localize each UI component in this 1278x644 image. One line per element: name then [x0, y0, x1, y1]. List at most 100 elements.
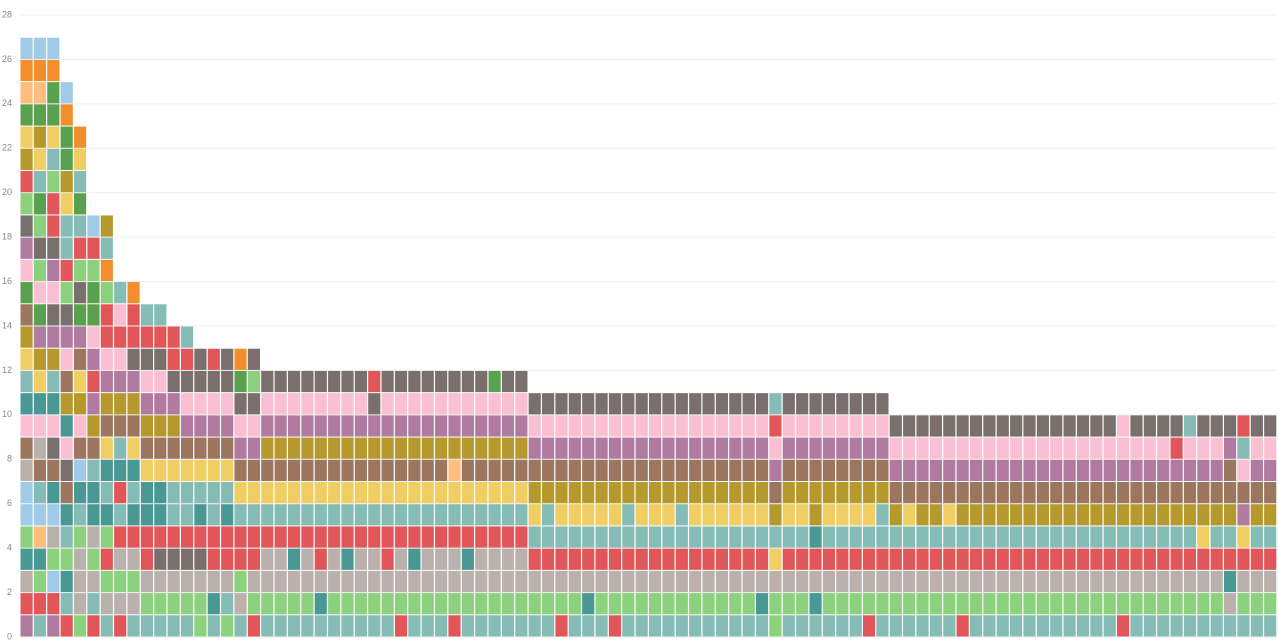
unit-cell [983, 593, 996, 615]
unit-cell [742, 482, 755, 504]
unit-cell [755, 393, 769, 415]
unit-cell [341, 548, 354, 570]
unit-cell [702, 437, 715, 459]
unit-cell [595, 437, 608, 459]
unit-cell [60, 326, 73, 348]
unit-cell [167, 326, 180, 348]
unit-cell [274, 615, 287, 637]
unit-cell [555, 393, 568, 415]
unit-cell [956, 593, 969, 615]
unit-cell [689, 482, 702, 504]
unit-cell [782, 459, 795, 481]
unit-cell [154, 348, 167, 370]
unit-cell [715, 593, 729, 615]
unit-cell [1010, 526, 1023, 548]
unit-cell [20, 237, 33, 259]
unit-cell [408, 370, 421, 393]
unit-cell [274, 482, 287, 504]
unit-cell [60, 459, 73, 481]
unit-cell [234, 526, 247, 548]
unit-cell [1036, 437, 1049, 459]
unit-cell [862, 415, 876, 437]
unit-cell [1183, 482, 1197, 504]
unit-cell [435, 437, 448, 459]
unit-cell [33, 570, 47, 593]
unit-cell [729, 526, 742, 548]
unit-cell [140, 615, 154, 637]
unit-cell [1117, 548, 1130, 570]
unit-cell [127, 304, 140, 326]
unit-cell [247, 548, 261, 570]
unit-cell [528, 393, 541, 415]
unit-cell [368, 548, 381, 570]
unit-cell [194, 504, 207, 526]
unit-cell [983, 482, 996, 504]
unit-cell [528, 482, 541, 504]
unit-cell [1010, 482, 1023, 504]
unit-cell [488, 393, 501, 415]
unit-cell [194, 370, 207, 393]
unit-cell [608, 437, 622, 459]
unit-cell [60, 126, 73, 148]
unit-cell [207, 570, 220, 593]
unit-cell [234, 415, 247, 437]
unit-cell [608, 570, 622, 593]
unit-cell [983, 437, 996, 459]
unit-cell [394, 459, 408, 481]
unit-cell [221, 415, 234, 437]
unit-cell [755, 504, 769, 526]
unit-cell [221, 393, 234, 415]
unit-cell [408, 504, 421, 526]
unit-cell [582, 504, 595, 526]
unit-cell [154, 593, 167, 615]
unit-cell [87, 259, 100, 282]
unit-cell [889, 504, 902, 526]
unit-cell [675, 415, 688, 437]
unit-cell [662, 415, 675, 437]
unit-cell [87, 393, 100, 415]
unit-cell [515, 593, 528, 615]
unit-cell [354, 415, 367, 437]
unit-cell [1157, 570, 1170, 593]
unit-cell [1063, 526, 1076, 548]
y-tick-label: 10 [2, 409, 12, 419]
unit-cell [261, 593, 274, 615]
unit-cell [475, 548, 488, 570]
unit-cell [274, 593, 287, 615]
unit-cell [969, 459, 983, 481]
unit-cell [983, 615, 996, 637]
unit-cell [60, 615, 73, 637]
unit-cell [207, 415, 220, 437]
unit-cell [33, 526, 47, 548]
unit-cell [475, 482, 488, 504]
unit-cell [328, 593, 341, 615]
unit-cell [154, 504, 167, 526]
unit-cell [180, 415, 194, 437]
unit-cell [622, 415, 635, 437]
unit-cell [1250, 526, 1263, 548]
unit-cell [769, 593, 782, 615]
unit-cell [635, 526, 648, 548]
unit-cell [301, 504, 314, 526]
unit-cell [916, 482, 929, 504]
unit-cell [622, 482, 635, 504]
unit-cell [87, 615, 100, 637]
unit-cell [996, 526, 1009, 548]
unit-cell [675, 504, 688, 526]
unit-cell [247, 615, 261, 637]
unit-cell [87, 237, 100, 259]
unit-cell [956, 526, 969, 548]
unit-cell [140, 326, 154, 348]
unit-cell [381, 526, 394, 548]
unit-cell [649, 570, 662, 593]
unit-cell [20, 304, 33, 326]
unit-cell [73, 437, 87, 459]
unit-cell [475, 615, 488, 637]
unit-cell [889, 437, 902, 459]
unit-cell [234, 393, 247, 415]
unit-cell [1036, 526, 1049, 548]
unit-cell [715, 415, 729, 437]
unit-cell [903, 482, 916, 504]
unit-cell [33, 370, 47, 393]
unit-cell [836, 526, 849, 548]
